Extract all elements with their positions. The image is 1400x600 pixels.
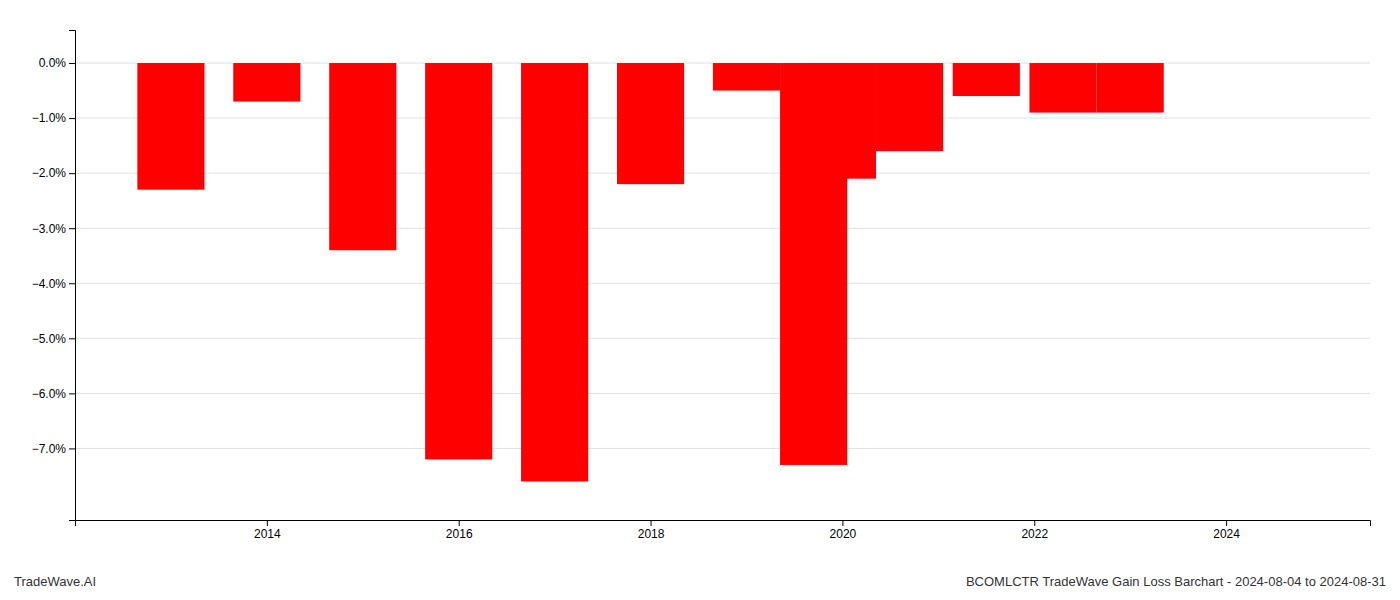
y-tick: −6.0% (32, 387, 75, 401)
x-tick-mark (1034, 520, 1035, 526)
y-tick-mark (69, 228, 75, 229)
bar (713, 63, 780, 91)
y-tick-label: −5.0% (32, 332, 67, 346)
bar (425, 63, 492, 459)
grid-line (75, 338, 1370, 339)
plot: 0.0% −1.0% −2.0% −3.0% −4.0% −5.0% −6.0% −7.0% 2… (32, 31, 1371, 541)
y-tick-label: −4.0% (32, 277, 67, 291)
bar (1097, 63, 1164, 113)
y-axis-line (69, 31, 76, 521)
grid-line (75, 448, 1370, 449)
bar (137, 63, 204, 190)
chart: 0.0% −1.0% −2.0% −3.0% −4.0% −5.0% −6.0% −7.0% 2… (0, 0, 1400, 600)
y-tick: −3.0% (32, 222, 75, 236)
y-tick-label: −2.0% (32, 166, 67, 180)
bar (329, 63, 396, 250)
y-tick: −2.0% (32, 166, 75, 180)
x-tick-label: 2016 (446, 527, 473, 541)
y-tick: −7.0% (32, 442, 75, 456)
grid (75, 63, 1370, 448)
y-tick-label: −6.0% (32, 387, 67, 401)
y-tick: −5.0% (32, 332, 75, 346)
x-tick-label: 2024 (1213, 527, 1240, 541)
x-tick-label: 2020 (830, 527, 857, 541)
y-tick-mark (69, 173, 75, 174)
x-tick: 2024 (1213, 520, 1240, 541)
x-tick-mark (459, 520, 460, 526)
footer-annotation: TradeWave.AI (14, 574, 96, 589)
y-tick-mark (69, 393, 75, 394)
grid-line (75, 118, 1370, 119)
x-axis: 2014 2016 2018 2020 2022 2024 (76, 520, 1371, 541)
x-tick: 2014 (254, 520, 281, 541)
grid-line (75, 173, 1370, 174)
x-tick: 2022 (1021, 520, 1048, 541)
x-tick: 2020 (830, 520, 857, 541)
y-tick-mark (69, 448, 75, 449)
y-tick-label: 0.0% (39, 56, 67, 70)
grid-line (75, 393, 1370, 394)
y-tick-mark (69, 118, 75, 119)
bar (809, 63, 876, 179)
bar (1029, 63, 1096, 113)
x-tick-label: 2018 (638, 527, 665, 541)
y-axis: 0.0% −1.0% −2.0% −3.0% −4.0% −5.0% −6.0% −7.0% (32, 31, 76, 521)
x-tick-label: 2014 (254, 527, 281, 541)
bars (137, 63, 1163, 481)
y-tick: −1.0% (32, 111, 75, 125)
y-tick-label: −3.0% (32, 222, 67, 236)
y-tick-mark (69, 283, 75, 284)
x-tick-mark (267, 520, 268, 526)
x-tick-mark (842, 520, 843, 526)
x-tick-mark (1226, 520, 1227, 526)
bar (617, 63, 684, 184)
x-axis-line (76, 521, 1371, 527)
bar (521, 63, 588, 481)
bar (876, 63, 943, 151)
y-tick: −4.0% (32, 277, 75, 291)
y-tick-label: −7.0% (32, 442, 67, 456)
footer-annotation: BCOMLCTR TradeWave Gain Loss Barchart - … (966, 574, 1386, 589)
bar (233, 63, 300, 102)
y-tick-label: −1.0% (32, 111, 67, 125)
bar (953, 63, 1020, 96)
x-tick: 2018 (638, 520, 665, 541)
x-tick-label: 2022 (1021, 527, 1048, 541)
x-tick-mark (651, 520, 652, 526)
y-tick-mark (69, 63, 75, 64)
y-tick: 0.0% (39, 56, 75, 70)
grid-line (75, 228, 1370, 229)
grid-line (75, 283, 1370, 284)
x-tick: 2016 (446, 520, 473, 541)
y-tick-mark (69, 338, 75, 339)
